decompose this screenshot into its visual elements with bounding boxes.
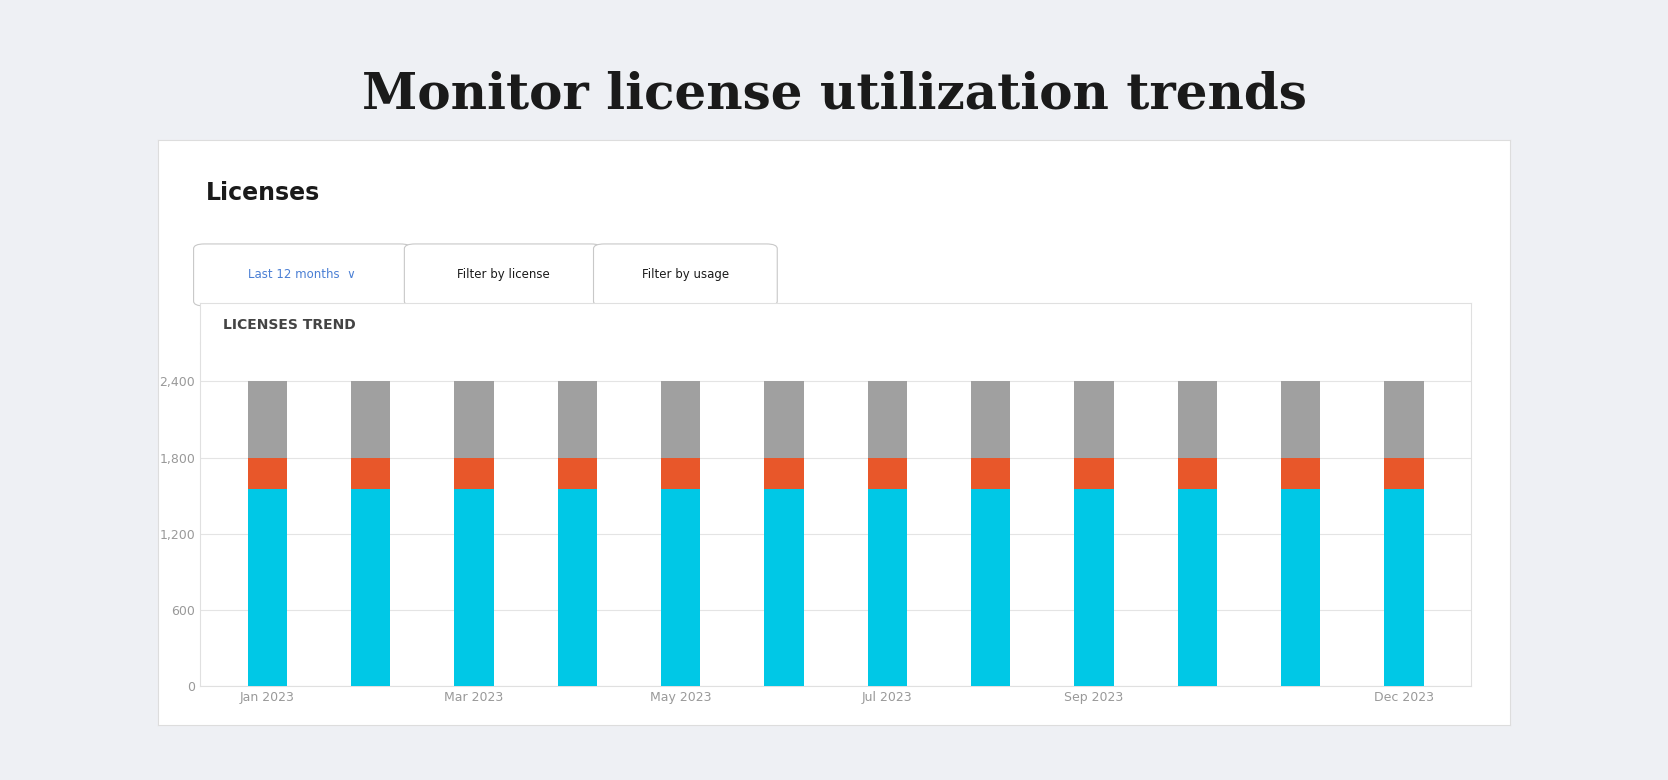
Bar <box>764 381 804 458</box>
Bar <box>764 489 804 686</box>
Bar <box>1281 458 1321 489</box>
Text: Filter by license: Filter by license <box>457 268 549 282</box>
Bar <box>661 458 701 489</box>
Bar <box>971 489 1011 686</box>
FancyBboxPatch shape <box>594 244 777 306</box>
Bar <box>971 458 1011 489</box>
Bar <box>661 489 701 686</box>
Bar <box>1074 458 1114 489</box>
Bar <box>1384 458 1424 489</box>
Bar <box>247 381 287 458</box>
Text: Last 12 months  ∨: Last 12 months ∨ <box>249 268 357 282</box>
Text: Licenses: Licenses <box>205 181 320 205</box>
Bar <box>1384 381 1424 458</box>
FancyBboxPatch shape <box>404 244 602 306</box>
Bar <box>350 381 390 458</box>
Bar <box>1178 489 1218 686</box>
Bar <box>867 381 907 458</box>
Text: Monitor license utilization trends: Monitor license utilization trends <box>362 70 1306 119</box>
Bar <box>454 489 494 686</box>
Bar <box>1178 381 1218 458</box>
Bar <box>971 381 1011 458</box>
Bar <box>1281 381 1321 458</box>
Bar <box>1384 489 1424 686</box>
Bar <box>454 458 494 489</box>
Bar <box>247 489 287 686</box>
Bar <box>1178 458 1218 489</box>
Bar <box>1074 489 1114 686</box>
Bar <box>867 458 907 489</box>
Bar <box>454 381 494 458</box>
Text: Filter by usage: Filter by usage <box>642 268 729 282</box>
Bar <box>350 458 390 489</box>
Bar <box>557 381 597 458</box>
Bar <box>557 489 597 686</box>
Bar <box>350 489 390 686</box>
Bar <box>867 489 907 686</box>
Text: LICENSES TREND: LICENSES TREND <box>224 318 355 332</box>
Bar <box>764 458 804 489</box>
FancyBboxPatch shape <box>193 244 410 306</box>
Bar <box>557 458 597 489</box>
Bar <box>661 381 701 458</box>
Bar <box>1074 381 1114 458</box>
Bar <box>1281 489 1321 686</box>
Bar <box>247 458 287 489</box>
